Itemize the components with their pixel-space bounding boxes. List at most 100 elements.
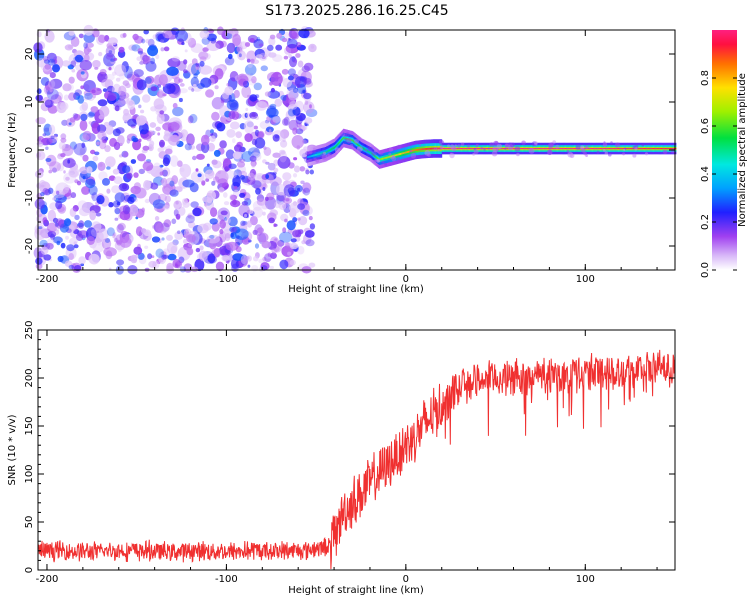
ridge-cell [590,148,593,150]
ridge-cell [660,148,662,150]
noise-blob [115,77,121,82]
noise-blob [97,130,107,141]
noise-blob [137,50,143,55]
noise-blob [243,120,255,134]
ridge-halo [460,142,465,146]
noise-blob [84,92,93,100]
noise-blob [122,165,131,174]
ridge-cell [622,148,624,150]
ridge-cell [544,148,547,150]
noise-blob [104,121,110,127]
ridge-halo [427,153,431,157]
ridge-cell [621,148,623,150]
noise-blob [84,220,92,228]
noise-blob [69,237,78,246]
ridge-cell [562,148,565,150]
noise-blob [141,207,145,213]
ridge-cell [336,143,339,146]
noise-blob [264,91,271,97]
noise-blob [236,165,247,174]
ridge-cell [325,151,327,154]
noise-blob [70,36,80,47]
ridge-halo [604,151,608,155]
ridge-cell [403,152,405,154]
noise-blob [245,107,249,112]
ridge-cell [396,153,399,156]
noise-blob [267,252,272,257]
ridge-halo [583,151,587,156]
noise-blob [255,54,263,59]
noise-blob [298,216,308,226]
noise-blob [44,31,54,43]
ridge-halo [534,141,538,145]
ridge-cell [422,148,424,151]
noise-blob [90,227,101,237]
noise-blob [136,56,142,61]
noise-blob [127,118,138,127]
noise-blob [284,242,290,248]
noise-blob [286,38,298,49]
noise-blob [246,209,254,215]
noise-blob [261,204,269,210]
noise-blob [164,202,170,209]
ridge-halo [491,150,498,157]
ridge-cell [307,156,309,159]
ridge-cell [551,148,553,150]
noise-blob [170,155,179,167]
noise-blob [60,242,66,249]
noise-blob [183,59,188,65]
ridge-cell [337,142,340,145]
noise-blob [88,111,96,117]
noise-blob [256,227,264,234]
ridge-cell [310,155,313,158]
ridge-halo [449,144,455,149]
ridge-halo [388,147,394,152]
noise-blob [80,113,88,121]
spectrogram-y-tick-label: -10 [24,190,35,206]
noise-blob [99,68,107,75]
ridge-cell [649,148,651,150]
ridge-cell [641,148,644,150]
ridge-cell [640,148,642,150]
noise-blob [211,97,225,110]
ridge-halo [602,149,606,152]
ridge-halo [433,147,438,151]
noise-blob [148,131,154,136]
ridge-cell [427,147,429,150]
noise-blob [303,146,308,151]
ridge-cell [526,148,528,150]
spectrogram-x-tick-label: 100 [576,274,595,285]
ridge-halo [496,143,503,149]
noise-blob [293,59,298,63]
noise-blob [186,133,195,146]
noise-blob [116,259,125,266]
ridge-cell [527,148,530,150]
ridge-cell [546,148,549,150]
noise-blob [155,54,160,60]
noise-blob [286,220,296,231]
noise-blob [260,65,268,72]
noise-blob [123,65,133,79]
noise-blob [160,39,164,43]
noise-blob [103,247,117,257]
noise-blob [287,75,294,81]
ridge-cell [507,148,509,150]
noise-blob [87,112,95,118]
ridge-cell [467,148,470,150]
ridge-cell [443,148,445,150]
ridge-cell [652,148,654,150]
noise-blob [44,189,51,196]
noise-blob [277,239,285,247]
noise-blob [97,99,108,107]
ridge-halo [391,155,395,159]
ridge-cell [419,148,421,151]
noise-blob [213,247,221,258]
ridge-halo [610,141,613,144]
noise-blob [265,107,279,118]
noise-blob [282,138,286,143]
noise-blob [38,179,47,189]
noise-blob [246,220,253,228]
noise-blob [76,180,82,186]
noise-blob [179,83,185,87]
